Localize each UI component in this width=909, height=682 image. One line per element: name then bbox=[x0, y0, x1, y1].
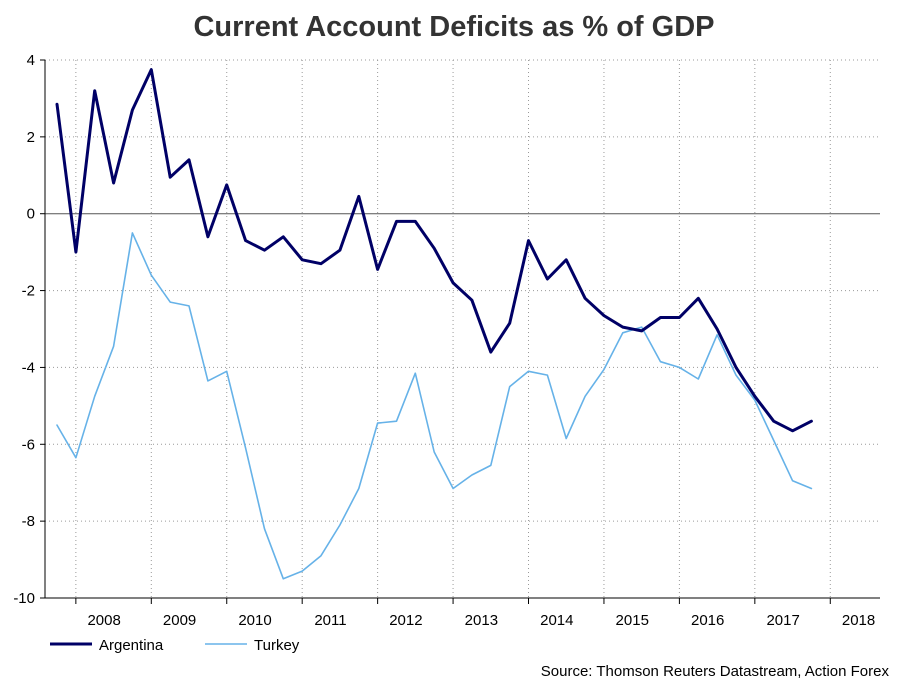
legend-label-argentina: Argentina bbox=[99, 637, 164, 654]
series-lines bbox=[55, 68, 813, 580]
x-tick-label: 2018 bbox=[842, 612, 875, 629]
x-tick-label: 2008 bbox=[87, 612, 120, 629]
x-tick-label: 2011 bbox=[314, 612, 346, 629]
gridlines bbox=[45, 59, 880, 598]
x-tick-label: 2017 bbox=[766, 612, 799, 629]
x-tick-label: 2016 bbox=[691, 612, 724, 629]
axes: 4 2 0 -2 -4 -6 -8 -10 2008 2009 2010 2011 2012 2013 20… bbox=[13, 52, 880, 629]
y-tick-label: 4 bbox=[27, 52, 35, 69]
legend: Argentina Turkey bbox=[50, 637, 300, 654]
series-line-argentina bbox=[55, 68, 813, 433]
series-line-turkey bbox=[56, 232, 813, 580]
y-tick-label: 2 bbox=[27, 129, 35, 146]
x-tick-label: 2015 bbox=[616, 612, 649, 629]
x-tick-label: 2009 bbox=[163, 612, 196, 629]
legend-label-turkey: Turkey bbox=[254, 637, 300, 654]
x-tick-label: 2010 bbox=[238, 612, 271, 629]
y-tick-label: -6 bbox=[22, 436, 35, 453]
x-tick-label: 2014 bbox=[540, 612, 573, 629]
y-tick-label: 0 bbox=[27, 206, 35, 223]
source-note: Source: Thomson Reuters Datastream, Acti… bbox=[541, 663, 890, 680]
y-tick-label: -4 bbox=[22, 359, 35, 376]
x-tick-label: 2013 bbox=[465, 612, 498, 629]
chart-title: Current Account Deficits as % of GDP bbox=[193, 11, 714, 43]
y-tick-label: -10 bbox=[13, 590, 35, 607]
y-tick-label: -2 bbox=[22, 283, 35, 300]
y-tick-label: -8 bbox=[22, 513, 35, 530]
x-tick-label: 2012 bbox=[389, 612, 422, 629]
